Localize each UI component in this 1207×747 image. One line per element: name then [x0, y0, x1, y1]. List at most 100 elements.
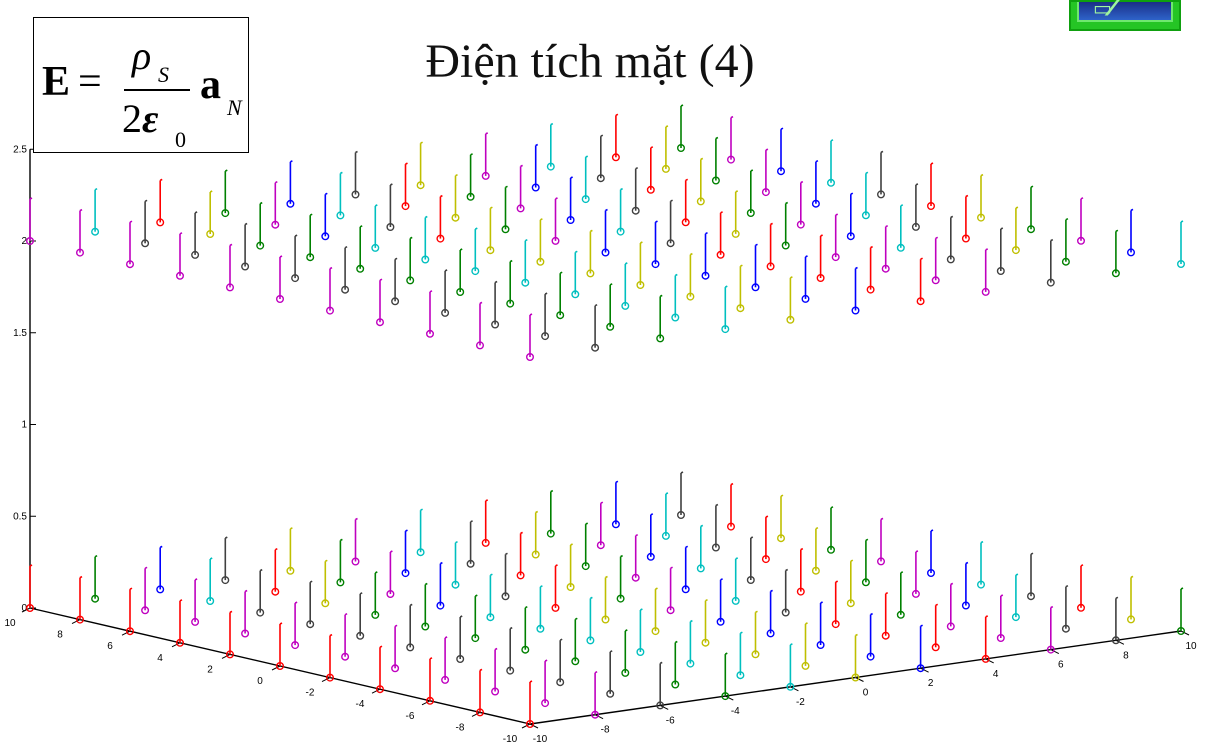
stem-tip	[715, 136, 719, 140]
stem-tip	[505, 185, 508, 189]
stem-tip	[755, 243, 758, 247]
z-tick-label: 0	[21, 603, 27, 614]
stem-marker	[686, 292, 695, 301]
stem-tip	[720, 211, 723, 214]
stem-marker	[556, 678, 565, 687]
stem-marker	[536, 624, 545, 633]
stem-tip	[965, 194, 969, 198]
y-tick-label: -8	[456, 722, 465, 733]
stem-marker	[711, 176, 720, 185]
stem-tip	[390, 550, 393, 553]
stem-tip	[900, 204, 904, 207]
stem-tip	[985, 248, 989, 251]
stem-tip	[770, 222, 773, 226]
stem-tip	[390, 183, 393, 186]
stem-marker	[601, 248, 610, 257]
stem-tip	[835, 213, 839, 216]
stem-tip	[209, 190, 213, 193]
stem-marker	[286, 199, 295, 208]
stem-marker	[436, 601, 445, 610]
stem-marker	[521, 278, 530, 287]
stem-tip	[1115, 596, 1119, 600]
stem-tip	[329, 633, 333, 637]
stem-tip	[820, 601, 823, 604]
stem-tip	[405, 162, 408, 165]
stem-marker	[816, 641, 825, 650]
stem-tip	[730, 115, 734, 119]
stem-tip	[544, 659, 548, 662]
stem-tip	[555, 197, 558, 200]
x-tick	[529, 723, 539, 729]
x-tick	[1180, 630, 1190, 636]
stem-tip	[559, 271, 563, 274]
y-tick-label: -2	[306, 688, 315, 699]
stem-marker	[961, 601, 970, 610]
stem-marker	[306, 253, 315, 262]
stem-marker	[671, 313, 680, 322]
stem-tip	[359, 592, 363, 595]
stem-tip	[294, 234, 298, 237]
stem-tip	[344, 612, 348, 616]
stem-marker	[531, 183, 540, 192]
stem-tip	[730, 482, 734, 486]
stem-tip	[785, 201, 789, 205]
stem-marker	[456, 288, 465, 297]
stem-marker	[436, 234, 445, 243]
stem-tip	[830, 506, 834, 509]
y-tick	[71, 619, 81, 625]
stem-tip	[440, 561, 443, 565]
z-tick-label: 1.5	[13, 328, 27, 339]
stem-tip	[209, 557, 213, 560]
stem-marker	[1176, 627, 1185, 636]
y-tick	[171, 642, 181, 648]
stem-tip	[550, 489, 554, 493]
stem-tip	[885, 224, 889, 228]
stem-marker	[571, 657, 580, 666]
stem-tip	[605, 208, 608, 212]
stem-marker	[506, 666, 515, 675]
stem-marker	[711, 543, 720, 552]
stem-marker	[546, 529, 555, 538]
stem-tip	[600, 501, 604, 504]
stem-tip	[700, 157, 704, 161]
stem-tip	[540, 585, 543, 588]
stem-marker	[351, 190, 360, 199]
stem-tip	[520, 164, 523, 168]
stem-tip	[94, 187, 98, 191]
stem-marker	[746, 208, 755, 217]
y-tick-label: 4	[157, 653, 163, 664]
stem-marker	[386, 222, 395, 231]
stem-tip	[290, 527, 293, 530]
stem-marker	[781, 608, 790, 617]
stem-marker	[677, 143, 686, 152]
stem-marker	[766, 262, 775, 271]
stem-marker	[546, 162, 555, 171]
stem-marker	[401, 569, 410, 578]
stem-marker	[551, 236, 560, 245]
stem-marker	[125, 260, 134, 269]
y-tick-label: 0	[257, 676, 263, 687]
x-tick	[1115, 639, 1125, 645]
stem-marker	[75, 248, 84, 257]
stem-tip	[855, 266, 858, 270]
stem-marker	[911, 589, 920, 598]
stem-tip	[720, 578, 723, 581]
stem-marker	[1011, 246, 1020, 255]
stem-marker	[526, 353, 535, 362]
stem-tip	[374, 571, 378, 574]
stem-marker	[931, 643, 940, 652]
stem-tip	[800, 547, 804, 551]
stem-tip	[455, 540, 458, 544]
stem-marker	[1176, 260, 1185, 269]
x-tick	[594, 714, 604, 720]
stem-tip	[740, 631, 743, 634]
navigation-logo-icon[interactable]: ▭⁄⁄	[1069, 0, 1181, 31]
stem-marker	[1076, 236, 1085, 245]
stem-marker	[416, 181, 425, 190]
stem-tip	[640, 241, 643, 244]
x-tick-label: 6	[1058, 660, 1064, 671]
stem-marker	[661, 531, 670, 540]
y-tick	[221, 653, 231, 659]
formula-denominator-coef: 2	[122, 96, 142, 141]
